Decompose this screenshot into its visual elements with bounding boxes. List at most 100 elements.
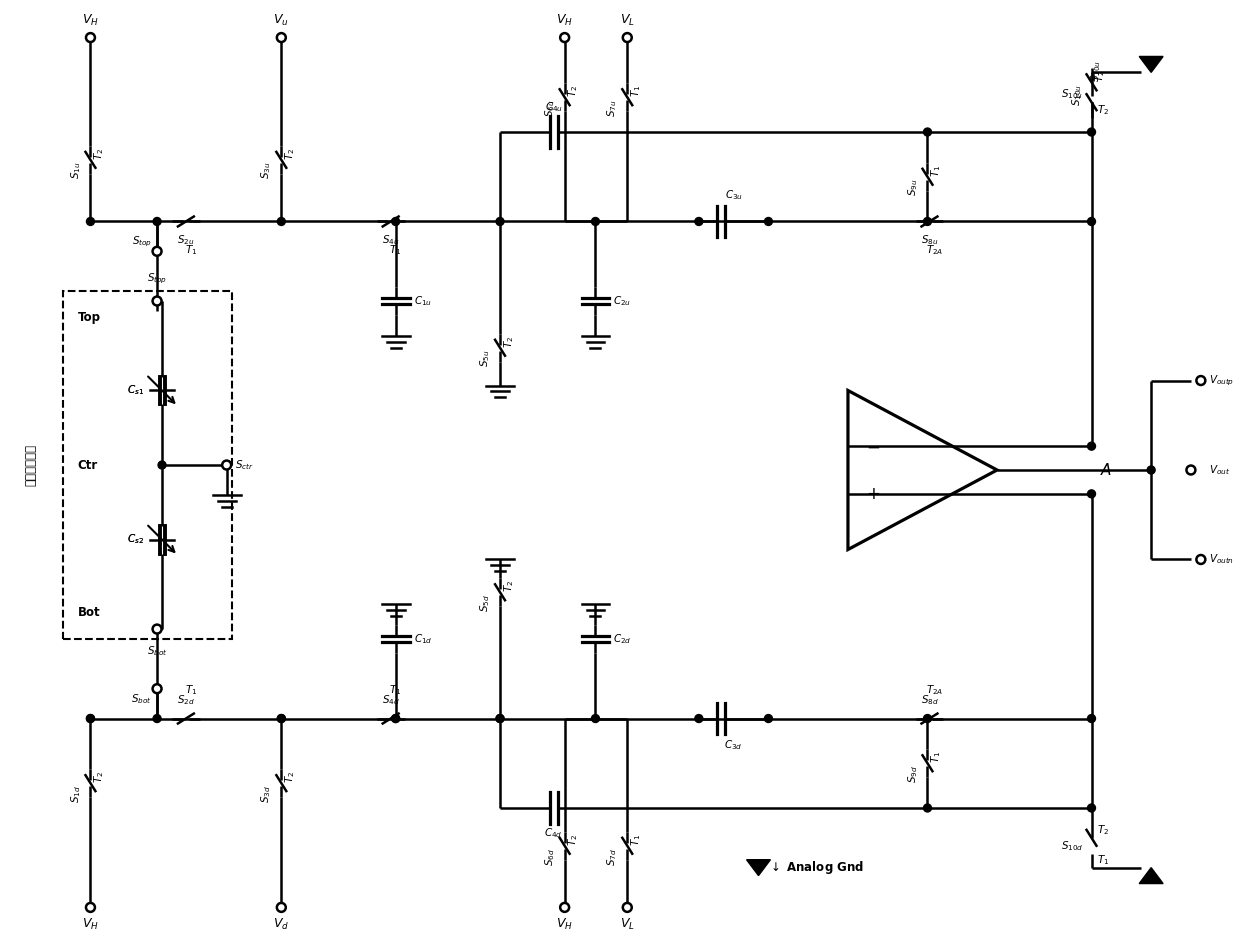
Circle shape bbox=[1187, 466, 1195, 474]
Text: $T_{2A}$: $T_{2A}$ bbox=[926, 683, 944, 696]
Text: $V_L$: $V_L$ bbox=[620, 917, 635, 933]
Text: $S_{7d}$: $S_{7d}$ bbox=[605, 848, 619, 866]
Circle shape bbox=[924, 217, 931, 226]
Text: $S_{8u}$: $S_{8u}$ bbox=[921, 233, 939, 247]
Text: $T_1$: $T_1$ bbox=[930, 751, 944, 763]
Circle shape bbox=[153, 714, 161, 723]
Circle shape bbox=[622, 33, 631, 42]
Text: $T_2$: $T_2$ bbox=[284, 148, 298, 160]
Circle shape bbox=[560, 33, 569, 42]
Text: $T_{2A}$: $T_{2A}$ bbox=[926, 244, 944, 257]
Text: $T_2$: $T_2$ bbox=[1097, 104, 1110, 117]
Text: $C_{s1}$: $C_{s1}$ bbox=[128, 384, 144, 397]
Text: $V_H$: $V_H$ bbox=[557, 917, 573, 933]
Text: $V_{out}$: $V_{out}$ bbox=[1209, 463, 1230, 477]
Circle shape bbox=[278, 714, 285, 723]
Circle shape bbox=[1087, 128, 1095, 136]
Circle shape bbox=[591, 714, 599, 723]
Text: $T_1$: $T_1$ bbox=[389, 683, 402, 696]
Text: $S_{7u}$: $S_{7u}$ bbox=[605, 99, 619, 117]
Text: $S_{8d}$: $S_{8d}$ bbox=[920, 693, 939, 707]
Text: $V_H$: $V_H$ bbox=[82, 917, 99, 933]
Text: $C_{2d}$: $C_{2d}$ bbox=[614, 632, 632, 646]
Text: Top: Top bbox=[78, 311, 100, 324]
Text: $S_{9u}$: $S_{9u}$ bbox=[905, 179, 920, 197]
Circle shape bbox=[87, 714, 94, 723]
Text: $\downarrow$ Analog Gnd: $\downarrow$ Analog Gnd bbox=[769, 859, 864, 876]
Text: $T_2$: $T_2$ bbox=[502, 580, 516, 592]
Text: $S_{top}$: $S_{top}$ bbox=[131, 234, 153, 248]
Text: $S_{2u}$: $S_{2u}$ bbox=[177, 233, 195, 247]
Text: $S_{10u}$: $S_{10u}$ bbox=[1090, 60, 1104, 82]
Circle shape bbox=[591, 217, 599, 226]
Circle shape bbox=[694, 217, 703, 226]
Text: $T_2$: $T_2$ bbox=[1094, 71, 1107, 82]
Text: Bot: Bot bbox=[78, 606, 100, 619]
Text: $C_{s2}$: $C_{s2}$ bbox=[128, 533, 144, 547]
Text: $C_{4u}$: $C_{4u}$ bbox=[544, 101, 563, 114]
Text: $V_H$: $V_H$ bbox=[82, 12, 99, 27]
Circle shape bbox=[622, 903, 631, 912]
Circle shape bbox=[1087, 714, 1095, 723]
Text: $C_{1u}$: $C_{1u}$ bbox=[413, 295, 432, 308]
Text: $V_L$: $V_L$ bbox=[620, 12, 635, 27]
Text: $T_1$: $T_1$ bbox=[185, 244, 197, 257]
Text: $V_d$: $V_d$ bbox=[273, 917, 289, 933]
Text: $T_2$: $T_2$ bbox=[93, 148, 107, 160]
Circle shape bbox=[222, 460, 231, 470]
Circle shape bbox=[392, 217, 399, 226]
Text: $C_{4d}$: $C_{4d}$ bbox=[544, 826, 563, 839]
Text: $T_2$: $T_2$ bbox=[93, 771, 107, 783]
Circle shape bbox=[153, 625, 161, 633]
Text: $S_{bot}$: $S_{bot}$ bbox=[131, 692, 153, 706]
Text: $T_1$: $T_1$ bbox=[389, 244, 402, 257]
Circle shape bbox=[496, 714, 503, 723]
Text: $S_{5u}$: $S_{5u}$ bbox=[479, 350, 492, 367]
Circle shape bbox=[153, 684, 161, 694]
Text: $S_{ctr}$: $S_{ctr}$ bbox=[234, 458, 253, 472]
Text: $V_H$: $V_H$ bbox=[557, 12, 573, 27]
Text: $S_{4u}$: $S_{4u}$ bbox=[382, 233, 399, 247]
Circle shape bbox=[924, 714, 931, 723]
Circle shape bbox=[87, 217, 94, 226]
Circle shape bbox=[1087, 490, 1095, 498]
Circle shape bbox=[1087, 804, 1095, 812]
Circle shape bbox=[694, 714, 703, 723]
Polygon shape bbox=[1140, 56, 1163, 72]
Text: $T_2$: $T_2$ bbox=[567, 834, 580, 846]
Text: $S_{5d}$: $S_{5d}$ bbox=[479, 595, 492, 612]
Circle shape bbox=[1087, 442, 1095, 450]
Text: $T_1$: $T_1$ bbox=[185, 683, 197, 696]
Text: $S_{10u}$: $S_{10u}$ bbox=[1061, 88, 1084, 101]
Polygon shape bbox=[1140, 868, 1163, 884]
Text: $S_{1u}$: $S_{1u}$ bbox=[68, 162, 83, 180]
Text: 陀螺仪传感器: 陀螺仪传感器 bbox=[25, 444, 37, 486]
Circle shape bbox=[157, 461, 166, 469]
Circle shape bbox=[496, 217, 503, 226]
Text: $C_{s2}$: $C_{s2}$ bbox=[128, 533, 144, 547]
Circle shape bbox=[87, 714, 94, 723]
Circle shape bbox=[496, 714, 503, 723]
Circle shape bbox=[153, 296, 161, 306]
Polygon shape bbox=[746, 860, 770, 875]
Text: Ctr: Ctr bbox=[78, 458, 98, 471]
Text: $T_1$: $T_1$ bbox=[930, 165, 944, 177]
Circle shape bbox=[1197, 555, 1205, 564]
Text: $S_{9d}$: $S_{9d}$ bbox=[905, 765, 920, 783]
Circle shape bbox=[560, 903, 569, 912]
Text: $C_{s1}$: $C_{s1}$ bbox=[128, 384, 144, 397]
Circle shape bbox=[924, 804, 931, 812]
Text: $S_{10d}$: $S_{10d}$ bbox=[1061, 838, 1084, 853]
Text: $S_{10u}$: $S_{10u}$ bbox=[1070, 85, 1084, 106]
Text: $T_1$: $T_1$ bbox=[630, 834, 644, 846]
Text: $T_1$: $T_1$ bbox=[630, 85, 644, 97]
Text: $S_{3u}$: $S_{3u}$ bbox=[259, 162, 273, 180]
Text: $T_2$: $T_2$ bbox=[502, 336, 516, 348]
Circle shape bbox=[86, 903, 95, 912]
Circle shape bbox=[278, 217, 285, 226]
Circle shape bbox=[153, 217, 161, 226]
Text: $C_{3d}$: $C_{3d}$ bbox=[724, 739, 743, 752]
Text: $S_{1d}$: $S_{1d}$ bbox=[68, 785, 83, 803]
Text: $T_2$: $T_2$ bbox=[284, 771, 298, 783]
Text: $C_{3u}$: $C_{3u}$ bbox=[724, 188, 743, 201]
